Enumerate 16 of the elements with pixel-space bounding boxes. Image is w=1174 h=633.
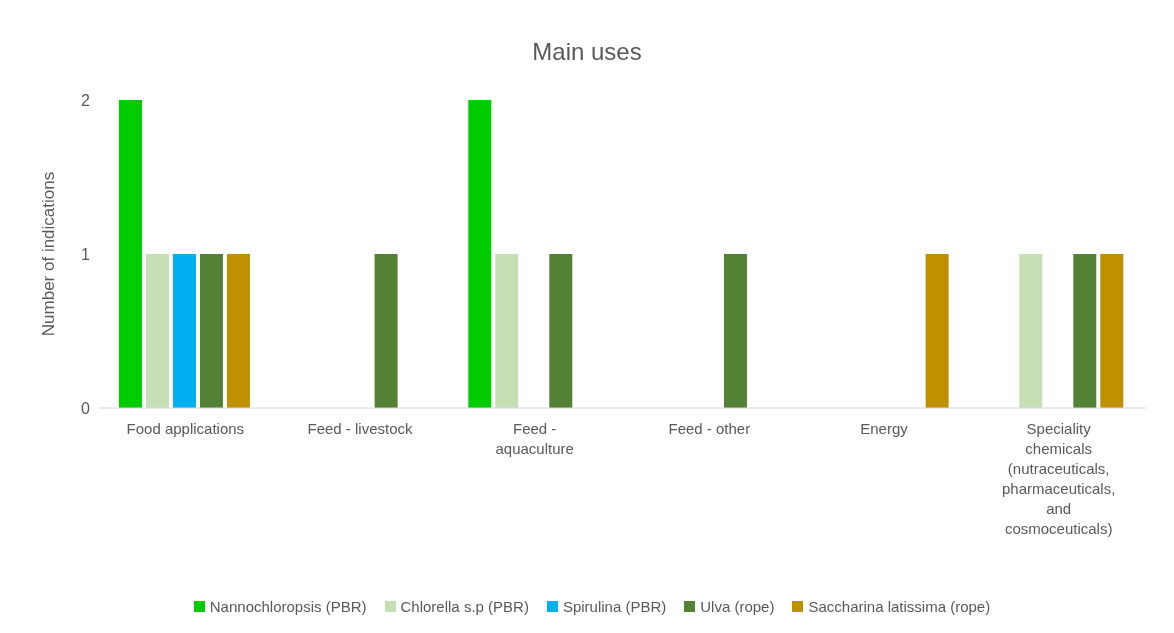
- legend-label: Ulva (rope): [699, 598, 775, 615]
- x-tick-label: Feed - other: [668, 420, 751, 437]
- legend-label: Spirulina (PBR): [561, 598, 667, 615]
- x-tick-label: Energy: [860, 420, 909, 437]
- y-tick-label: 0: [81, 399, 91, 417]
- legend-label: Chlorella s.p (PBR): [399, 598, 529, 615]
- y-axis-title: Number of indications: [39, 171, 59, 337]
- legend-label: Nannochloropsis (PBR): [208, 598, 367, 615]
- x-tick-label: Feed - aquaculture: [495, 420, 574, 457]
- x-tick-label: Speciality chemicals (nutraceuticals, pharmaceuticals, and cosmoceuticals): [1001, 420, 1116, 537]
- y-tick-label: 1: [81, 245, 91, 263]
- legend-label: Saccharina latissima (rope): [807, 598, 991, 615]
- y-tick-label: 2: [81, 91, 91, 109]
- x-tick-label: Feed - livestock: [307, 420, 414, 437]
- chart-title: Main uses: [531, 38, 643, 66]
- x-tick-label: Food applications: [126, 420, 245, 437]
